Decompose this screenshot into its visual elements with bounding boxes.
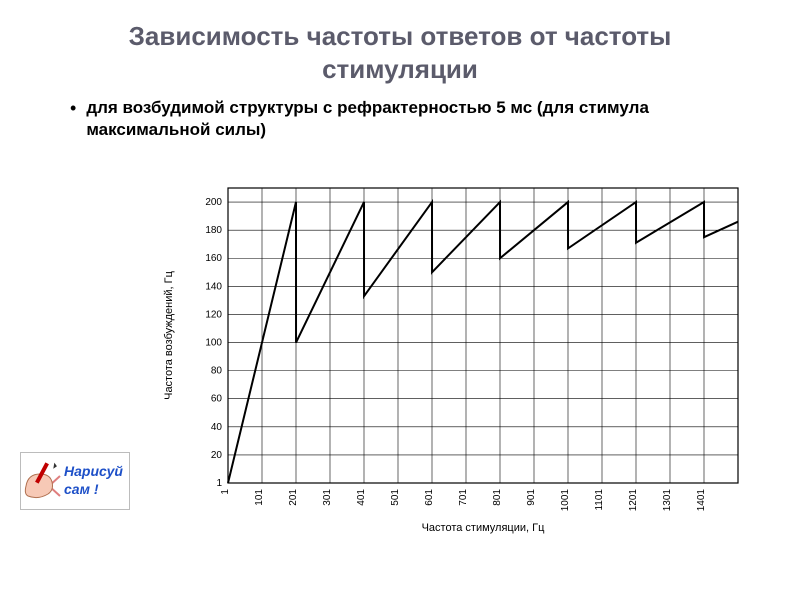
x-tick-label: 301 — [322, 489, 333, 506]
x-tick-label: 501 — [390, 489, 401, 506]
slide-title: Зависимость частоты ответов от частоты с… — [30, 20, 770, 85]
bullet-dot: • — [70, 97, 76, 120]
x-tick-label: 1 — [220, 489, 231, 495]
y-tick-label: 100 — [205, 338, 222, 349]
y-tick-label: 120 — [205, 309, 222, 320]
logo-line-2: сам ! — [64, 481, 99, 497]
y-tick-label: 1 — [216, 478, 222, 489]
x-tick-label: 1301 — [662, 489, 673, 512]
y-tick-label: 80 — [211, 366, 223, 377]
title-line-1: Зависимость частоты ответов от частоты — [129, 21, 672, 51]
x-tick-label: 1201 — [628, 489, 639, 512]
y-tick-label: 200 — [205, 197, 222, 208]
x-tick-label: 1101 — [594, 489, 605, 511]
x-tick-label: 101 — [254, 489, 265, 506]
bullet-row: • для возбудимой структуры с рефрактерно… — [30, 97, 770, 141]
y-tick-label: 160 — [205, 253, 222, 264]
y-tick-label: 20 — [211, 450, 223, 461]
slide-root: Зависимость частоты ответов от частоты с… — [0, 0, 800, 600]
x-tick-label: 201 — [288, 489, 299, 506]
x-tick-label: 901 — [526, 489, 537, 506]
y-tick-label: 60 — [211, 394, 223, 405]
x-tick-label: 1001 — [560, 489, 571, 512]
x-axis-label: Частота стимуляции, Гц — [422, 522, 545, 534]
y-axis-label: Частота возбуждений, Гц — [163, 270, 175, 399]
x-tick-label: 601 — [424, 489, 435, 506]
y-tick-label: 140 — [205, 281, 222, 292]
y-tick-label: 180 — [205, 225, 222, 236]
logo-line-1: Нарисуй — [64, 463, 123, 479]
line-chart: 1101201301401501601701801901100111011201… — [150, 180, 760, 540]
logo-svg: Нарисуй сам ! — [20, 452, 130, 510]
x-tick-label: 1401 — [696, 489, 707, 512]
x-tick-label: 701 — [458, 489, 469, 506]
bullet-text: для возбудимой структуры с рефрактерност… — [86, 97, 730, 141]
x-tick-label: 801 — [492, 489, 503, 506]
y-tick-label: 40 — [211, 422, 223, 433]
x-tick-label: 401 — [356, 489, 367, 506]
title-line-2: стимуляции — [322, 54, 478, 84]
draw-yourself-logo: Нарисуй сам ! — [20, 452, 130, 510]
chart-container: 1101201301401501601701801901100111011201… — [150, 180, 760, 540]
